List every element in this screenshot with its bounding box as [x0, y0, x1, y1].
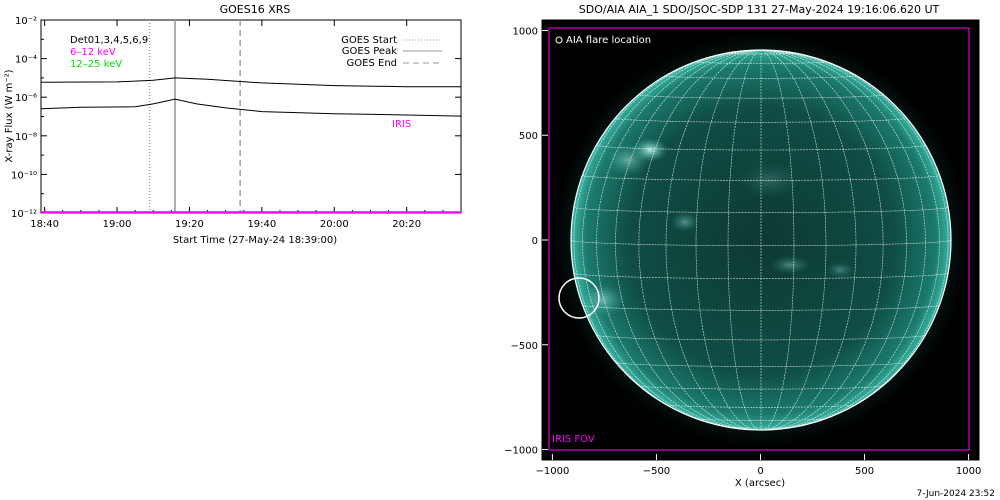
iris-annotation: IRIS	[392, 119, 411, 130]
aia-y-tick-label: 0	[532, 236, 538, 247]
goes-x-tick-label: 19:40	[247, 219, 276, 230]
goes-xlabel: Start Time (27-May-24 18:39:00)	[173, 235, 337, 246]
legend-goes-end: GOES End	[347, 58, 397, 69]
aia-image-panel: SDO/AIA AIA_1 SDO/JSOC-SDP 131 27-May-20…	[504, 3, 981, 489]
legend-goes-peak: GOES Peak	[342, 46, 397, 57]
aia-title: SDO/AIA AIA_1 SDO/JSOC-SDP 131 27-May-20…	[579, 3, 940, 16]
legend-6-12: 6–12 keV	[70, 47, 116, 58]
goes-event-markers	[150, 20, 241, 213]
goes-y-tick-label: 10⁻⁴	[15, 55, 37, 66]
footer-date: 7-Jun-2024 23:52	[917, 489, 996, 499]
goes-x-tick-label: 18:40	[30, 219, 59, 230]
goes-series-short	[41, 99, 461, 116]
aia-x-tick-label: −1000	[535, 466, 569, 477]
goes-y-tick-label: 10⁻¹⁰	[11, 170, 37, 181]
aia-x-tick-label: −500	[643, 466, 670, 477]
goes-y-tick-label: 10⁻⁸	[15, 132, 37, 143]
iris-fov-label: IRIS FOV	[552, 434, 595, 445]
aia-x-tick-label: 0	[757, 466, 763, 477]
goes-x-tick-label: 20:00	[320, 219, 349, 230]
goes-series	[41, 78, 461, 212]
aia-y-tick-label: 500	[519, 131, 538, 142]
goes-x-tick-label: 19:00	[103, 219, 132, 230]
goes-series-long	[41, 78, 461, 87]
legend-det: Det01,3,4,5,6,9	[70, 35, 148, 46]
aia-y-tick-label: −500	[511, 341, 538, 352]
goes-x-tick-label: 20:20	[392, 219, 421, 230]
goes-y-tick-label: 10⁻⁶	[15, 93, 37, 104]
flare-legend-label: AIA flare location	[566, 35, 651, 46]
aia-x-tick-label: 1000	[956, 466, 981, 477]
goes-x-tick-label: 19:20	[175, 219, 204, 230]
goes-y-tick-label: 10⁻²	[15, 16, 37, 27]
legend-goes-start: GOES Start	[341, 35, 397, 46]
aia-y-tick-label: 1000	[513, 26, 538, 37]
aia-y-tick-label: −1000	[504, 446, 538, 457]
aia-x-tick-label: 500	[855, 466, 874, 477]
goes-title: GOES16 XRS	[220, 3, 291, 16]
aia-xlabel: X (arcsec)	[735, 478, 785, 489]
goes-ylabel: X-ray Flux (W m⁻²)	[4, 69, 15, 162]
legend-12-25: 12–25 keV	[70, 59, 122, 70]
